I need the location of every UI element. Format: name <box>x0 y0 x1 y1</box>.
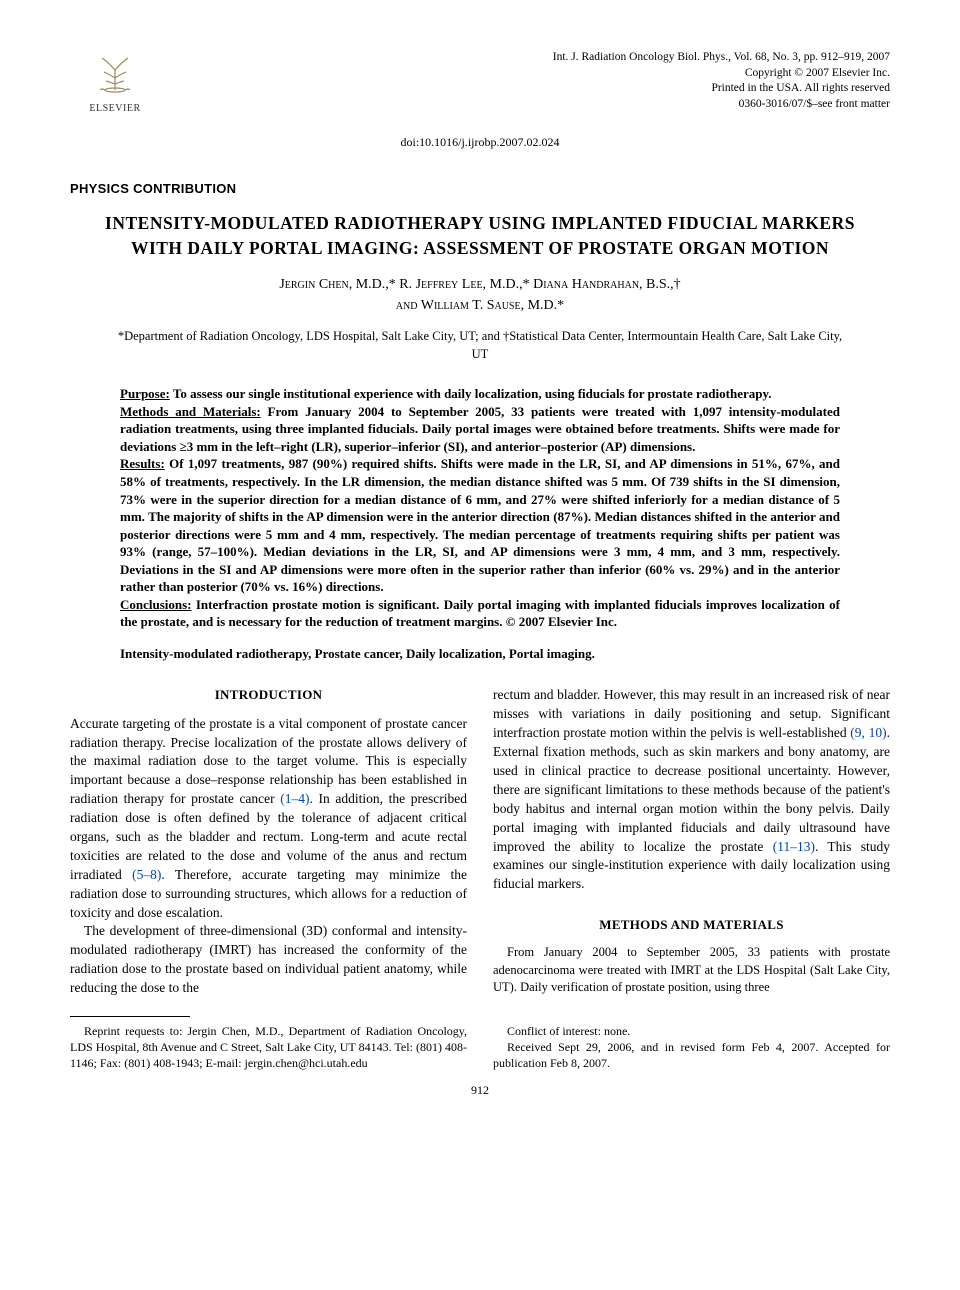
abstract-results-label: Results: <box>120 456 165 471</box>
print-line: Printed in the USA. All rights reserved <box>553 81 890 97</box>
authors-line-1: Jergin Chen, M.D.,* R. Jeffrey Lee, M.D.… <box>70 274 890 295</box>
section-label: PHYSICS CONTRIBUTION <box>70 180 890 198</box>
methods-paragraph-1: From January 2004 to September 2005, 33 … <box>493 944 890 997</box>
abstract: Purpose: To assess our single institutio… <box>120 385 840 631</box>
publisher-name: ELSEVIER <box>70 102 160 116</box>
received-dates: Received Sept 29, 2006, and in revised f… <box>493 1039 890 1071</box>
intro-paragraph-2-continued: rectum and bladder. However, this may re… <box>493 686 890 894</box>
citation-5-8[interactable]: (5–8) <box>132 867 161 882</box>
reprint-requests: Reprint requests to: Jergin Chen, M.D., … <box>70 1023 467 1072</box>
header-row: ELSEVIER Int. J. Radiation Oncology Biol… <box>70 50 890 116</box>
introduction-heading: INTRODUCTION <box>70 686 467 704</box>
doi: doi:10.1016/j.ijrobp.2007.02.024 <box>70 134 890 150</box>
publisher-logo: ELSEVIER <box>70 50 160 116</box>
footer-right: Conflict of interest: none. Received Sep… <box>493 1023 890 1072</box>
intro-paragraph-2: The development of three-dimensional (3D… <box>70 922 467 998</box>
journal-info: Int. J. Radiation Oncology Biol. Phys., … <box>553 50 890 112</box>
methods-heading: METHODS AND MATERIALS <box>493 916 890 934</box>
page-number: 912 <box>70 1082 890 1098</box>
citation-11-13[interactable]: (11–13) <box>773 839 815 854</box>
affiliations: *Department of Radiation Oncology, LDS H… <box>70 328 890 363</box>
intro-paragraph-1: Accurate targeting of the prostate is a … <box>70 715 467 923</box>
keywords: Intensity-modulated radiotherapy, Prosta… <box>120 645 840 663</box>
article-title: INTENSITY-MODULATED RADIOTHERAPY USING I… <box>70 211 890 260</box>
citation-9-10[interactable]: (9, 10) <box>850 725 886 740</box>
right-column: rectum and bladder. However, this may re… <box>493 686 890 998</box>
citation-1-4[interactable]: (1–4) <box>280 791 309 806</box>
left-column: INTRODUCTION Accurate targeting of the p… <box>70 686 467 998</box>
authors: Jergin Chen, M.D.,* R. Jeffrey Lee, M.D.… <box>70 274 890 316</box>
journal-citation: Int. J. Radiation Oncology Biol. Phys., … <box>553 50 890 66</box>
issn-line: 0360-3016/07/$–see front matter <box>553 97 890 113</box>
footer-left: Reprint requests to: Jergin Chen, M.D., … <box>70 1023 467 1072</box>
body-columns: INTRODUCTION Accurate targeting of the p… <box>70 686 890 998</box>
authors-line-2: and William T. Sause, M.D.* <box>70 295 890 316</box>
conflict-of-interest: Conflict of interest: none. <box>493 1023 890 1039</box>
elsevier-tree-icon <box>70 50 160 100</box>
abstract-methods-label: Methods and Materials: <box>120 404 261 419</box>
abstract-conclusions-text: Interfraction prostate motion is signifi… <box>120 597 840 630</box>
abstract-results-text: Of 1,097 treatments, 987 (90%) required … <box>120 456 840 594</box>
footer-separator <box>70 1016 190 1017</box>
footer-columns: Reprint requests to: Jergin Chen, M.D., … <box>70 1023 890 1072</box>
abstract-conclusions-label: Conclusions: <box>120 597 192 612</box>
abstract-purpose-label: Purpose: <box>120 386 170 401</box>
copyright-line: Copyright © 2007 Elsevier Inc. <box>553 66 890 82</box>
abstract-purpose-text: To assess our single institutional exper… <box>170 386 772 401</box>
